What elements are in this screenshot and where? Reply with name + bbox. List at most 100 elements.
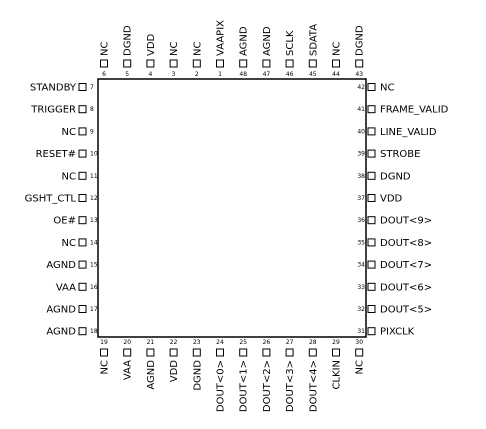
pin-number-14: 14 [90,239,98,246]
pin-number-38: 38 [357,173,365,180]
pin-box-4 [146,59,155,68]
pin-number-24: 24 [216,339,224,346]
pin-number-37: 37 [357,195,365,202]
pin-label-19: NC [100,360,111,374]
pin-label-28: DOUT<4> [308,360,319,412]
pin-box-40 [367,127,376,136]
pin-label-27: DOUT<3> [285,360,296,412]
pin-number-7: 7 [90,84,94,91]
pin-box-8 [78,105,87,114]
pin-box-33 [367,282,376,291]
pin-number-26: 26 [263,339,271,346]
pin-box-7 [78,83,87,91]
pin-box-19 [100,348,108,357]
pin-label-47: AGND [262,26,273,56]
pin-box-3 [169,59,178,68]
pin-label-20: VAA [123,360,134,380]
pin-label-35: DOUT<8> [380,238,432,249]
pin-label-41: FRAME_VALID [380,105,449,116]
pin-label-25: DOUT<1> [239,360,250,412]
pin-box-5 [123,59,132,68]
pin-label-36: DOUT<9> [380,216,432,227]
pin-number-31: 31 [357,328,365,335]
pin-group: 6 NC 5 DGND 4 VDD 3 NC 2 NC 1 VAAPIX 48 AGND 47 AGND 46 S… [25,20,449,412]
pin-box-31 [367,327,376,336]
pin-label-16: VAA [56,282,76,293]
pin-number-39: 39 [357,151,365,158]
pin-label-7: STANDBY [30,83,77,94]
pin-label-3: NC [169,42,180,56]
pin-number-4: 4 [148,71,152,78]
pin-box-28 [308,348,317,357]
pin-box-18 [78,327,87,336]
pin-box-6 [100,59,108,68]
pin-number-46: 46 [286,71,294,78]
pin-box-16 [78,282,87,291]
pin-box-1 [216,59,224,68]
pin-label-2: NC [192,42,203,56]
pin-number-43: 43 [355,71,363,78]
pin-number-13: 13 [90,217,98,224]
pin-label-17: AGND [46,305,76,316]
pin-box-35 [367,238,376,247]
pin-box-12 [78,194,87,202]
pin-box-24 [216,348,224,357]
pin-label-46: SCLK [285,30,296,56]
pin-number-48: 48 [239,71,247,78]
pin-label-33: DOUT<6> [380,282,432,293]
pin-number-17: 17 [90,306,98,313]
pin-label-43: DGND [355,25,366,56]
pin-label-4: VDD [146,33,157,56]
pin-label-11: NC [62,171,76,182]
pin-number-33: 33 [357,284,365,291]
pin-label-34: DOUT<7> [380,260,432,271]
pin-number-35: 35 [357,239,365,246]
pin-box-42 [367,83,376,91]
pin-label-1: VAAPIX [216,20,227,56]
pin-box-29 [332,348,340,357]
pin-box-14 [78,238,87,247]
pin-label-8: TRIGGER [30,105,76,116]
pin-box-39 [367,149,376,158]
pin-number-25: 25 [239,339,247,346]
pin-number-22: 22 [170,339,178,346]
pin-label-5: DGND [123,25,134,56]
pin-number-30: 30 [355,339,363,346]
pin-label-14: NC [62,238,76,249]
pin-box-2 [192,59,201,68]
pin-box-48 [239,59,248,68]
pin-number-42: 42 [357,84,365,91]
pin-box-34 [367,260,376,269]
pin-label-38: DGND [380,171,411,182]
pin-label-31: PIXCLK [380,327,415,338]
pin-box-41 [367,105,376,114]
pin-number-34: 34 [357,262,365,269]
pin-number-23: 23 [193,339,201,346]
pin-box-30 [355,348,364,357]
pin-box-22 [169,348,178,357]
pin-label-44: NC [332,42,343,56]
pin-number-1: 1 [218,71,222,78]
pin-label-30: NC [355,360,366,374]
pin-number-41: 41 [357,106,365,113]
pin-box-44 [332,59,340,68]
pin-box-20 [123,348,132,357]
pin-label-24: DOUT<0> [216,360,227,412]
pin-label-39: STROBE [380,149,420,160]
pin-box-9 [78,127,87,136]
pin-number-44: 44 [332,71,340,78]
pin-number-5: 5 [125,71,129,78]
pin-label-13: OE# [53,216,76,227]
pin-box-43 [355,59,364,68]
pin-number-47: 47 [263,71,271,78]
pin-label-45: SDATA [308,24,319,56]
pin-number-10: 10 [90,151,98,158]
pin-label-21: AGND [146,360,157,390]
pin-number-8: 8 [90,106,94,113]
pin-number-18: 18 [90,328,98,335]
pin-box-38 [367,171,376,180]
pin-number-21: 21 [147,339,155,346]
pin-label-9: NC [62,127,76,138]
chip-body [97,78,367,338]
pin-label-15: AGND [46,260,76,271]
